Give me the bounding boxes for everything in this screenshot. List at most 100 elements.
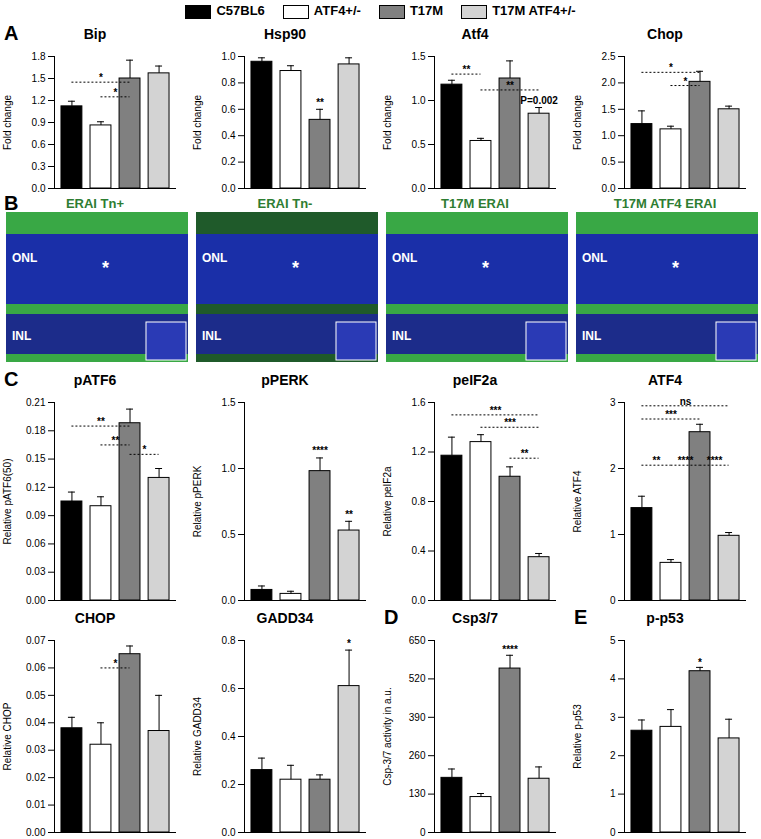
- svg-text:0.18: 0.18: [26, 425, 46, 436]
- svg-text:1.8: 1.8: [32, 51, 46, 62]
- svg-text:***: ***: [490, 405, 502, 416]
- svg-text:*: *: [292, 258, 299, 278]
- svg-text:1: 1: [610, 529, 616, 540]
- svg-text:0.4: 0.4: [222, 731, 236, 742]
- svg-text:**: **: [521, 448, 529, 459]
- svg-text:650: 650: [409, 635, 426, 646]
- svg-text:0.09: 0.09: [26, 510, 46, 521]
- svg-text:1.0: 1.0: [222, 51, 236, 62]
- svg-text:0.0: 0.0: [222, 183, 236, 194]
- svg-text:0.12: 0.12: [26, 482, 46, 493]
- svg-text:0.6: 0.6: [222, 683, 236, 694]
- svg-text:2.5: 2.5: [602, 51, 616, 62]
- svg-text:0.0: 0.0: [412, 183, 426, 194]
- svg-text:0.0: 0.0: [222, 595, 236, 606]
- svg-text:1.0: 1.0: [602, 130, 616, 141]
- svg-text:*: *: [102, 258, 109, 278]
- svg-text:1.2: 1.2: [32, 95, 46, 106]
- svg-text:2.0: 2.0: [602, 77, 616, 88]
- svg-text:0.04: 0.04: [26, 717, 46, 728]
- svg-text:Fold change: Fold change: [2, 95, 13, 150]
- svg-text:ONL: ONL: [392, 251, 417, 265]
- svg-text:1.5: 1.5: [222, 397, 236, 408]
- svg-text:*: *: [698, 657, 702, 668]
- svg-text:*: *: [482, 258, 489, 278]
- svg-text:*: *: [114, 658, 118, 669]
- svg-text:Fold change: Fold change: [192, 95, 203, 150]
- svg-text:0.6: 0.6: [222, 104, 236, 115]
- svg-text:***: ***: [665, 409, 677, 420]
- svg-text:0.4: 0.4: [222, 130, 236, 141]
- svg-text:**: **: [316, 97, 324, 108]
- svg-text:INL: INL: [12, 329, 31, 343]
- svg-text:2: 2: [610, 463, 616, 474]
- svg-text:0.01: 0.01: [26, 799, 46, 810]
- svg-text:0.06: 0.06: [26, 662, 46, 673]
- svg-text:0.5: 0.5: [222, 529, 236, 540]
- svg-text:Relative ATF4: Relative ATF4: [572, 470, 583, 532]
- svg-text:0.8: 0.8: [412, 496, 426, 507]
- svg-text:0.02: 0.02: [26, 772, 46, 783]
- svg-text:****: ****: [678, 455, 694, 466]
- svg-text:***: ***: [504, 417, 516, 428]
- svg-text:INL: INL: [202, 329, 221, 343]
- svg-text:**: **: [97, 416, 105, 427]
- svg-text:Relative GADD34: Relative GADD34: [192, 697, 203, 776]
- svg-text:520: 520: [409, 673, 426, 684]
- svg-text:**: **: [653, 455, 661, 466]
- svg-text:0.0: 0.0: [32, 183, 46, 194]
- svg-text:Fold change: Fold change: [382, 95, 393, 150]
- svg-text:2: 2: [610, 750, 616, 761]
- svg-text:0.05: 0.05: [26, 690, 46, 701]
- svg-text:Relative pPERK: Relative pPERK: [192, 465, 203, 537]
- svg-text:ns: ns: [680, 396, 692, 407]
- svg-text:1.5: 1.5: [602, 104, 616, 115]
- svg-text:*: *: [347, 638, 351, 649]
- svg-text:130: 130: [409, 788, 426, 799]
- svg-text:0.5: 0.5: [602, 156, 616, 167]
- svg-text:0.00: 0.00: [26, 595, 46, 606]
- svg-text:****: ****: [312, 445, 328, 456]
- svg-text:0: 0: [610, 595, 616, 606]
- svg-text:**: **: [345, 509, 353, 520]
- svg-text:0.6: 0.6: [32, 139, 46, 150]
- svg-text:0.8: 0.8: [222, 635, 236, 646]
- svg-text:4: 4: [610, 673, 616, 684]
- svg-text:*: *: [143, 444, 147, 455]
- svg-text:0.15: 0.15: [26, 453, 46, 464]
- svg-text:**: **: [463, 64, 471, 75]
- svg-text:0: 0: [610, 827, 616, 838]
- svg-text:0.0: 0.0: [412, 595, 426, 606]
- svg-text:*: *: [684, 76, 688, 87]
- svg-text:**: **: [112, 435, 120, 446]
- svg-text:390: 390: [409, 712, 426, 723]
- svg-text:**: **: [506, 80, 514, 91]
- svg-text:0.9: 0.9: [32, 117, 46, 128]
- svg-text:Relative pATF6(50): Relative pATF6(50): [2, 459, 13, 545]
- svg-text:1.2: 1.2: [412, 446, 426, 457]
- svg-text:1.0: 1.0: [412, 95, 426, 106]
- svg-text:0.07: 0.07: [26, 635, 46, 646]
- svg-text:0.0: 0.0: [222, 827, 236, 838]
- svg-text:0.03: 0.03: [26, 566, 46, 577]
- svg-text:Relative CHOP: Relative CHOP: [2, 702, 13, 770]
- svg-text:*: *: [672, 258, 679, 278]
- svg-text:Relative p-p53: Relative p-p53: [572, 704, 583, 769]
- svg-text:3: 3: [610, 712, 616, 723]
- svg-text:P=0.002: P=0.002: [520, 95, 558, 106]
- svg-text:1.6: 1.6: [412, 397, 426, 408]
- svg-text:260: 260: [409, 750, 426, 761]
- svg-text:*: *: [99, 72, 103, 83]
- svg-text:ONL: ONL: [202, 251, 227, 265]
- svg-text:ONL: ONL: [12, 251, 37, 265]
- svg-text:Csp-3/7 activity in a.u.: Csp-3/7 activity in a.u.: [382, 687, 393, 785]
- svg-text:****: ****: [502, 644, 518, 655]
- svg-text:INL: INL: [392, 329, 411, 343]
- svg-text:0.00: 0.00: [26, 827, 46, 838]
- svg-text:Fold change: Fold change: [572, 95, 583, 150]
- svg-text:0.2: 0.2: [222, 779, 236, 790]
- svg-text:*: *: [669, 62, 673, 73]
- svg-text:INL: INL: [582, 329, 601, 343]
- svg-text:1.5: 1.5: [32, 73, 46, 84]
- svg-text:0.3: 0.3: [32, 161, 46, 172]
